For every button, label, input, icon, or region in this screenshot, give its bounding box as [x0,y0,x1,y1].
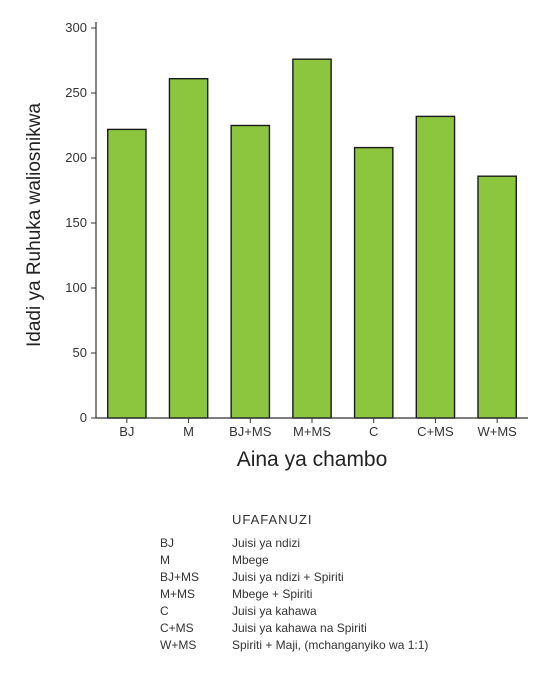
y-tick-label-2: 100 [65,280,87,295]
legend-abbreviation: BJ+MS [160,570,200,584]
legend-title: UFAFANUZI [232,512,313,527]
x-tick-label-5: C+MS [417,424,454,439]
y-tick-label-1: 50 [73,345,87,360]
legend-entry: BJ+MS Juisi ya ndizi + Spiriti [160,569,546,586]
legend-entry: C Juisi ya kahawa [160,603,546,620]
legend-abbreviation: W+MS [160,638,197,652]
y-axis-label: Idadi ya Ruhuka waliosnikwa [24,103,45,347]
x-axis-label: Aina ya chambo [237,448,388,471]
bar-bj [107,128,147,419]
bar-chart: 0 50 100 150 200 250 300 BJ M BJ+MS M+MS C C+MS W+MS… [24,20,528,471]
legend-abbreviation: M+MS [160,587,196,601]
legend-entry: BJ Juisi ya ndizi [160,535,546,552]
x-tick-label-3: M+MS [293,424,331,439]
bar-c-ms [415,115,456,419]
legend-description: Mbege + Spiriti [232,587,313,601]
legend-entry: W+MS Spiriti + Maji, (mchanganyiko wa 1:1… [160,637,546,654]
x-tick-label-0: BJ [119,424,134,439]
bar-c [353,146,394,419]
x-tick-label-1: M [183,424,194,439]
x-axis-ticks: BJ M BJ+MS M+MS C C+MS W+MS [119,418,517,439]
legend-abbreviation: BJ [160,536,175,550]
legend-abbreviation: C [160,604,169,618]
legend-description: Juisi ya kahawa [232,604,317,618]
legend-description: Mbege [232,553,269,567]
legend-entries: BJ Juisi ya ndizi M Mbege BJ+MS Juisi ya ndiz… [160,535,546,654]
bars [107,58,517,419]
y-tick-label-4: 200 [65,150,87,165]
x-tick-label-6: W+MS [477,424,517,439]
y-tick-label-6: 300 [65,20,87,35]
y-tick-label-5: 250 [65,85,87,100]
bar-bj-ms [230,124,271,419]
y-axis-ticks: 0 50 100 150 200 250 300 [65,20,96,425]
legend-description: Juisi ya ndizi [232,536,301,550]
legend-abbreviation: M [160,553,170,567]
x-tick-label-2: BJ+MS [229,424,272,439]
legend-description: Spiriti + Maji, (mchanganyiko wa 1:1) [232,638,429,652]
y-tick-label-0: 0 [80,410,87,425]
y-tick-label-3: 150 [65,215,87,230]
bar-m-ms [292,58,332,419]
legend: UFAFANUZI BJ Juisi ya ndizi M Mbege BJ+MS Jui… [160,512,546,654]
bar-m [168,77,209,419]
legend-description: Juisi ya kahawa na Spiriti [232,621,367,635]
legend-entry: C+MS Juisi ya kahawa na Spiriti [160,620,546,637]
legend-abbreviation: C+MS [160,621,194,635]
legend-description: Juisi ya ndizi + Spiriti [232,570,344,584]
legend-entry: M Mbege [160,552,546,569]
bar-w-ms [477,175,517,419]
x-tick-label-4: C [369,424,378,439]
legend-entry: M+MS Mbege + Spiriti [160,586,546,603]
